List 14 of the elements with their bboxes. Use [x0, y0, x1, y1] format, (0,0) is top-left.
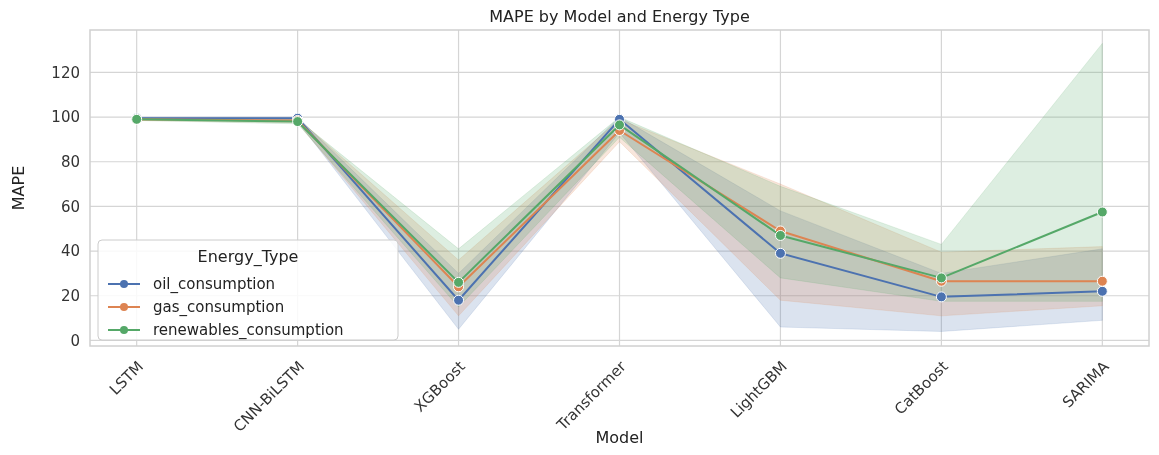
y-tick-label: 60 [60, 197, 80, 216]
legend-label: gas_consumption [153, 298, 285, 318]
y-tick-label: 0 [70, 331, 80, 350]
y-axis-title: MAPE [9, 165, 28, 211]
x-axis-title: Model [595, 428, 644, 447]
legend-label: oil_consumption [153, 275, 276, 295]
y-tick-label: 20 [60, 287, 80, 305]
legend-title: Energy_Type [197, 247, 299, 267]
y-tick-label: 120 [51, 63, 80, 82]
y-tick-label: 100 [51, 108, 80, 127]
y-tick-label: 80 [60, 153, 80, 172]
legend-label: renewables_consumption [153, 321, 344, 341]
chart-title: MAPE by Model and Energy Type [489, 7, 750, 26]
y-tick-label: 40 [60, 242, 80, 261]
